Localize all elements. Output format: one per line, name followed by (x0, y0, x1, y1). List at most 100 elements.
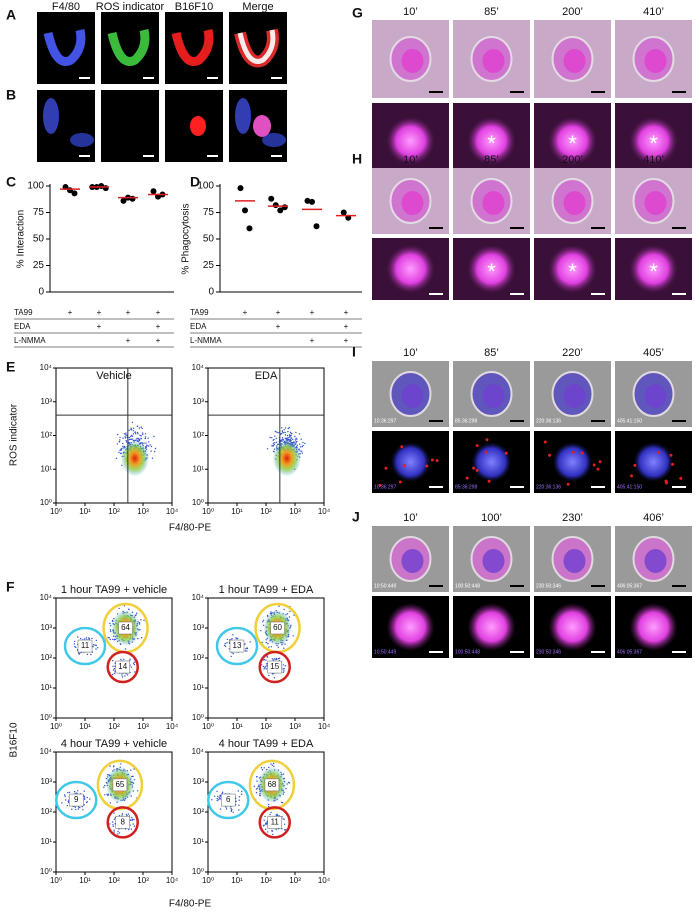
y-tick-label: 10³ (192, 777, 204, 786)
event (226, 638, 228, 641)
event (221, 792, 224, 794)
event (283, 670, 285, 672)
event (124, 436, 126, 438)
gate-label-box (229, 639, 245, 653)
timestamp: 406:05:367 (617, 649, 642, 655)
nucleus (644, 191, 667, 215)
x-tick-label: 10⁰ (50, 876, 62, 885)
event (286, 434, 289, 437)
data-point (268, 195, 275, 202)
y-tick-label: 25 (203, 260, 215, 271)
event (137, 637, 139, 640)
event (112, 669, 115, 671)
x-axis-label: F4/80-PE (169, 523, 212, 534)
event (230, 807, 232, 810)
asterisk: * (487, 259, 496, 284)
event (230, 655, 232, 658)
event (264, 815, 266, 818)
event (270, 646, 272, 648)
y-tick-label: 10³ (40, 777, 52, 786)
event (140, 637, 143, 639)
data-point (272, 202, 279, 209)
event (283, 818, 285, 820)
gate-label: 14 (118, 662, 127, 671)
y-tick-label: 10⁰ (40, 867, 52, 876)
event (266, 663, 268, 665)
event (278, 605, 280, 607)
event (107, 636, 109, 639)
event (271, 445, 273, 447)
panel-letter: H (352, 151, 362, 167)
cell-signal (253, 115, 271, 137)
event (284, 829, 286, 831)
event (127, 813, 130, 815)
gate-label: 65 (115, 780, 124, 789)
event (77, 652, 80, 654)
gate-label-box (270, 621, 285, 635)
event (232, 653, 234, 655)
event (95, 648, 97, 650)
event (61, 802, 63, 804)
event (86, 796, 88, 799)
event (133, 779, 136, 781)
timestamp: 230:50:346 (536, 649, 561, 655)
speck (472, 466, 476, 470)
speck (485, 438, 489, 442)
event (295, 431, 297, 434)
x-tick-label: 10¹ (79, 507, 91, 516)
event (118, 441, 121, 443)
speck (504, 451, 508, 455)
event (287, 439, 290, 441)
event (231, 638, 233, 640)
event (134, 661, 136, 663)
cell-signal (237, 29, 276, 64)
event (136, 438, 138, 440)
event (111, 673, 114, 676)
y-tick-label: 25 (33, 260, 45, 271)
gate (63, 626, 107, 666)
event (141, 432, 144, 434)
event (290, 433, 293, 435)
time-label: 405’ (643, 347, 664, 359)
event (143, 619, 145, 621)
gate-label: 6 (226, 795, 231, 804)
event (132, 427, 135, 429)
event (273, 444, 275, 446)
micrograph (101, 90, 159, 162)
x-tick-label: 10² (260, 722, 272, 731)
nucleus (563, 49, 586, 73)
event (104, 784, 106, 787)
event (290, 434, 292, 437)
nucleus (482, 549, 505, 573)
event (140, 426, 142, 428)
plot-title: 4 hour TA99 + vehicle (61, 738, 167, 750)
column-header: F4/80 (52, 1, 80, 13)
event (216, 799, 218, 802)
time-label: 230’ (562, 512, 583, 524)
event (255, 791, 258, 794)
event (77, 790, 79, 792)
y-tick-label: 10⁴ (192, 747, 205, 756)
event (273, 677, 276, 679)
gate (106, 650, 139, 684)
y-axis-label: % Phagocytosis (181, 203, 192, 274)
event (294, 439, 297, 441)
event (136, 612, 138, 614)
event (271, 830, 273, 832)
event (130, 666, 133, 668)
x-tick-label: 10⁰ (202, 722, 214, 731)
event (282, 664, 284, 666)
event (117, 433, 119, 436)
event (83, 797, 86, 799)
asterisk: * (649, 259, 658, 284)
event (288, 616, 291, 618)
condition-mark: + (310, 308, 315, 317)
speck (543, 440, 547, 444)
event (217, 799, 220, 801)
event (119, 449, 121, 452)
event (115, 457, 118, 460)
speck (378, 483, 382, 487)
event (292, 438, 294, 441)
event (83, 795, 86, 797)
x-tick-label: 10⁴ (166, 722, 179, 731)
